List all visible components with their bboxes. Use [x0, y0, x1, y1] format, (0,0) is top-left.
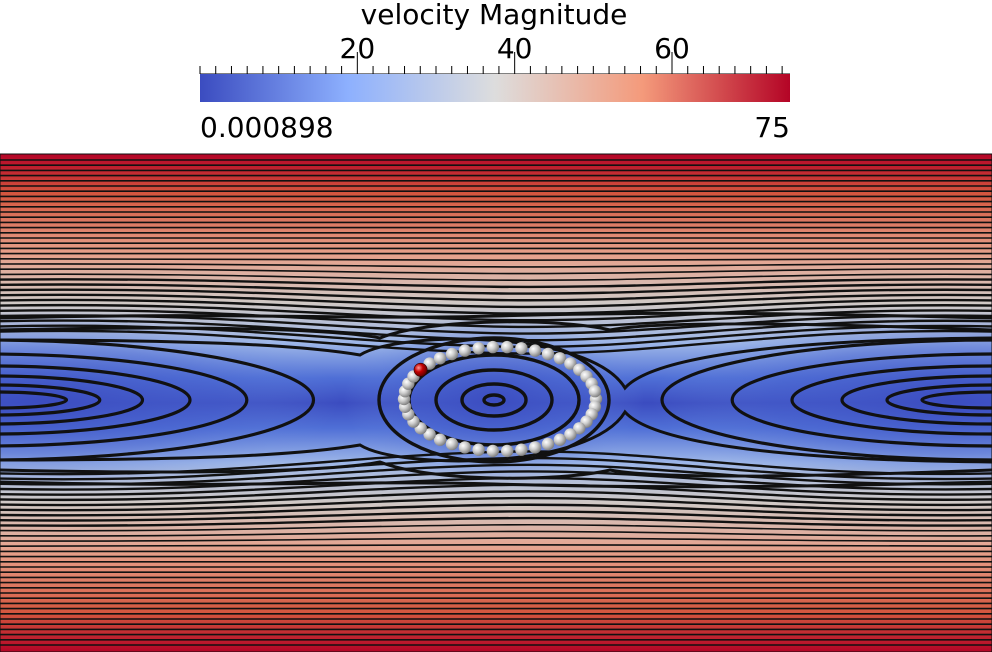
streamline-lower — [0, 516, 992, 527]
particle — [445, 347, 459, 361]
colorbar-tick-label: 20 — [340, 32, 376, 65]
streamline-upper — [0, 283, 992, 295]
particle — [553, 352, 567, 365]
particle — [472, 342, 485, 355]
particle — [515, 342, 528, 355]
streamline-lower — [0, 490, 992, 507]
streamline-separatrix — [0, 336, 992, 391]
streamline-right-loop — [730, 352, 992, 448]
streamline-separatrix — [0, 460, 992, 480]
particle — [528, 441, 542, 454]
streamline-vortex-loop — [377, 336, 611, 464]
streamlines — [0, 159, 992, 646]
streamline-right-loop — [660, 338, 992, 462]
streamline-lower — [0, 543, 992, 548]
particle — [433, 352, 447, 365]
particle — [486, 340, 499, 354]
streamline-left-loop — [0, 352, 249, 448]
streamline-right-loop — [920, 390, 992, 410]
streamline-vortex-loop — [482, 393, 506, 407]
particle — [445, 437, 459, 451]
particle — [588, 385, 602, 398]
particle — [486, 444, 499, 458]
tracked-particle — [413, 362, 428, 377]
particle — [564, 357, 577, 370]
particle — [541, 437, 555, 451]
particle — [501, 340, 514, 354]
streamline-upper — [0, 278, 992, 289]
particle — [501, 444, 514, 458]
streamline-left-loop — [0, 390, 69, 410]
streamline-upper — [0, 257, 992, 262]
streamline-lower — [0, 530, 992, 537]
streamline-vortex-loop — [460, 382, 528, 418]
streamline-left-loop — [0, 364, 192, 436]
streamline-separatrix — [0, 480, 992, 489]
particle — [458, 344, 472, 357]
streamline-separatrix — [0, 409, 992, 464]
colorbar-title: velocity Magnitude — [361, 0, 628, 31]
particle-ring — [397, 340, 603, 458]
streamline-upper — [0, 288, 992, 302]
streamline-upper — [0, 293, 992, 309]
particle — [553, 433, 567, 446]
streamline-right-loop — [840, 374, 992, 426]
streamline-upper — [0, 303, 992, 322]
streamline-lower — [0, 537, 992, 542]
streamline-left-loop — [0, 374, 145, 426]
field-border — [0, 153, 992, 652]
streamline-separatrix — [0, 311, 992, 320]
particle — [433, 433, 447, 446]
streamline-right-loop — [885, 383, 992, 417]
streamline-lower — [0, 510, 992, 522]
streamline-separatrix — [0, 320, 992, 340]
particle — [515, 443, 528, 456]
streamline-lower — [0, 503, 992, 517]
streamline-upper — [0, 263, 992, 268]
streamline-upper — [0, 273, 992, 282]
flow-field — [0, 154, 992, 652]
colorbar-tick-label: 40 — [497, 32, 533, 65]
streamline-lower — [0, 496, 992, 512]
streamline-left-loop — [0, 338, 316, 462]
particle — [541, 347, 555, 361]
left-vortex-glow — [0, 310, 340, 490]
colorbar-min-label: 0.000898 — [200, 111, 334, 144]
colorbar-tick-label: 60 — [654, 32, 690, 65]
center-vortex-glow — [344, 315, 644, 485]
particle — [528, 344, 542, 357]
streamline-upper — [0, 314, 992, 335]
streamline-lower — [0, 463, 992, 486]
streamline-lower — [0, 523, 992, 532]
colorbar-tick-marks — [199, 52, 790, 75]
streamline-upper — [0, 268, 992, 275]
particle — [472, 443, 485, 456]
streamline-left-loop — [0, 383, 102, 417]
colorbar-gradient — [200, 74, 790, 102]
streamline-upper — [0, 298, 992, 315]
particle — [458, 441, 472, 454]
streamline-vortex-loop — [434, 368, 554, 432]
particle — [573, 422, 586, 435]
particle — [564, 428, 577, 441]
color-legend: velocity Magnitude 0.000898 75 20 40 60 — [199, 0, 790, 144]
particle — [423, 428, 436, 441]
colorbar-max-label: 75 — [754, 111, 790, 144]
colorbar-tick-labels: 20 40 60 — [340, 32, 690, 65]
streamline-right-loop — [790, 364, 992, 436]
